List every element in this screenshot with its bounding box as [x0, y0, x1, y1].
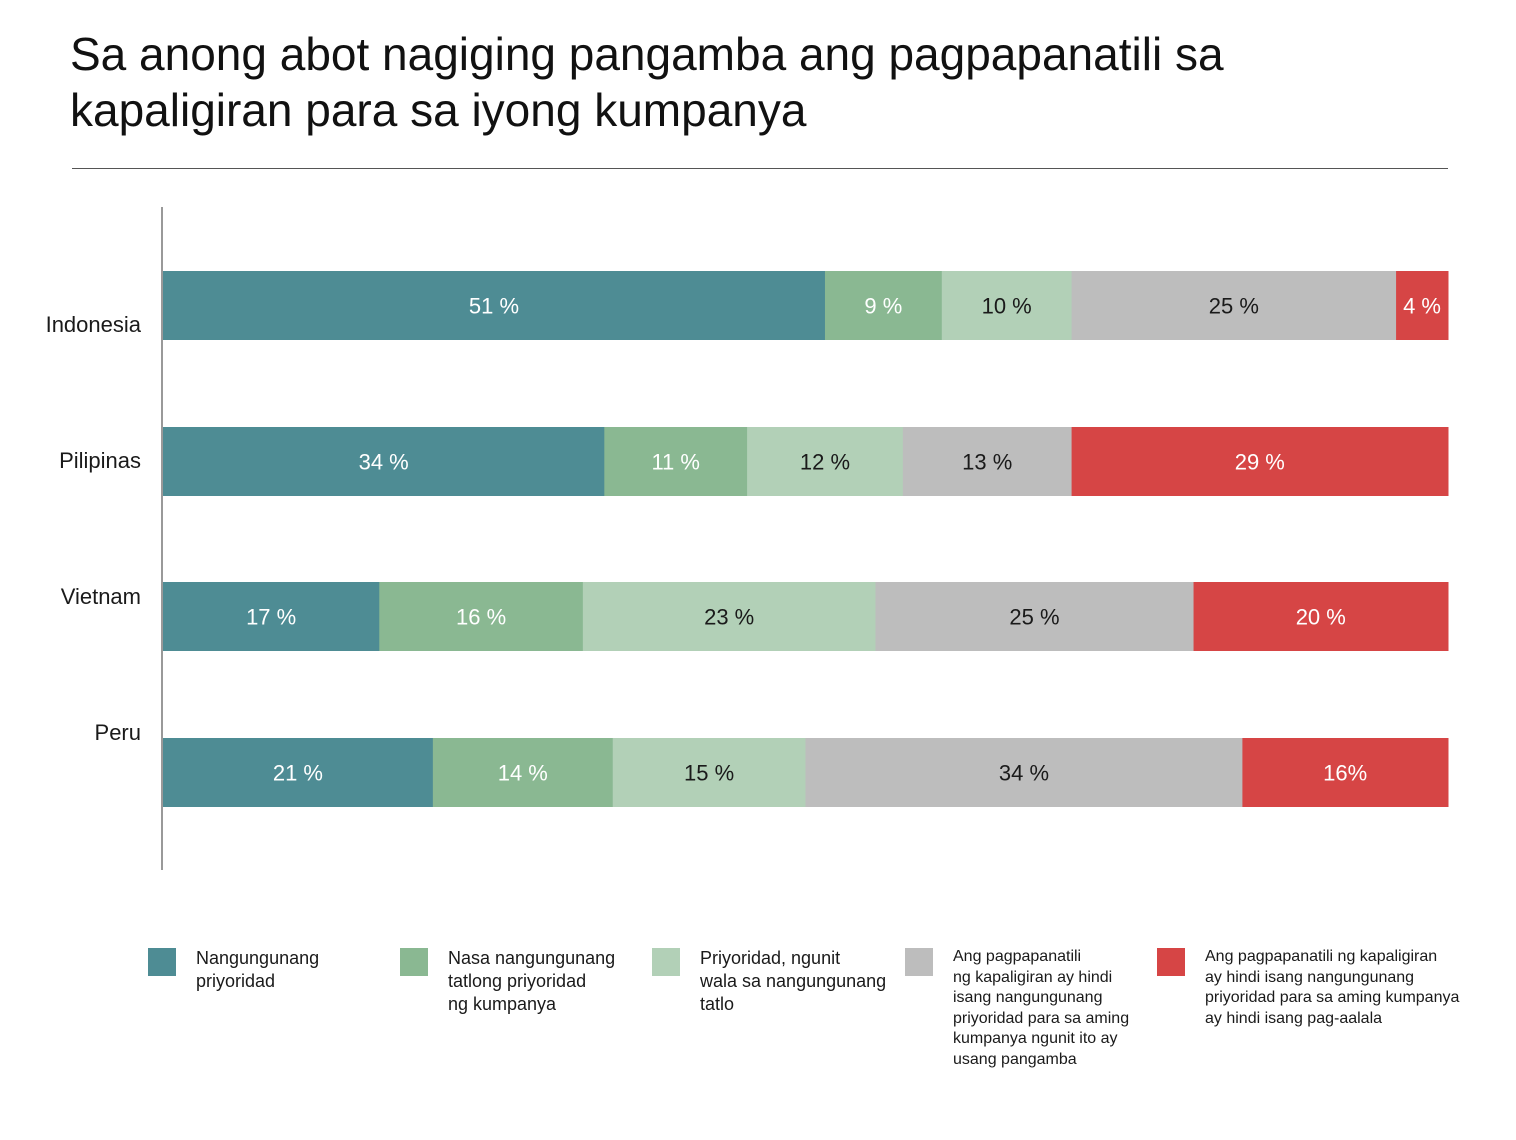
- bar-value-label: 51 %: [469, 294, 519, 319]
- legend-swatch: [148, 948, 176, 976]
- legend-item-priority-not-top-three: Priyoridad, ngunit wala sa nangungunang …: [652, 947, 886, 1016]
- bar-segments: [163, 271, 1449, 807]
- bar-value-label: 25 %: [1009, 605, 1059, 630]
- bar-value-label: 14 %: [498, 761, 548, 786]
- bar-segment: [163, 427, 605, 496]
- legend-label: Nangungunang priyoridad: [196, 948, 320, 991]
- bar-segment: [805, 738, 1243, 807]
- bar-segment: [1071, 427, 1449, 496]
- bar-segment: [582, 582, 876, 651]
- bar-value-label: 12 %: [800, 450, 850, 475]
- category-label: Vietnam: [61, 584, 141, 609]
- bar-value-label: 34 %: [999, 761, 1049, 786]
- bar-segment: [941, 271, 1073, 340]
- legend-item-top-three: Nasa nangungunang tatlong priyoridad ng …: [400, 947, 615, 1016]
- chart-title: Sa anong abot nagiging pangamba ang pagp…: [70, 28, 1224, 136]
- bar-segment: [163, 582, 380, 651]
- bar-segment: [604, 427, 748, 496]
- bar-value-label: 20 %: [1296, 605, 1346, 630]
- bar-segment: [379, 582, 584, 651]
- bar-value-label: 11 %: [651, 450, 700, 475]
- bar-segment: [163, 271, 826, 340]
- bar-segment: [902, 427, 1073, 496]
- category-label: Indonesia: [46, 312, 142, 337]
- bar-segment: [875, 582, 1195, 651]
- category-label: Peru: [95, 720, 141, 745]
- bar-value-label: 4 %: [1403, 294, 1441, 319]
- bar-segment: [747, 427, 904, 496]
- bar-value-label: 23 %: [704, 605, 754, 630]
- legend-label: Nasa nangungunang tatlong priyoridad ng …: [448, 948, 616, 1014]
- legend-swatch: [400, 948, 428, 976]
- bar-segment: [1193, 582, 1449, 651]
- legend-label: Ang pagpapanatili ng kapaligiran ay hind…: [1205, 948, 1460, 1027]
- legend-label: Ang pagpapanatili ng kapaligiran ay hind…: [953, 948, 1130, 1068]
- legend-item-not-concern: Ang pagpapanatili ng kapaligiran ay hind…: [1157, 947, 1459, 1029]
- bar-segment: [612, 738, 806, 807]
- legend-swatch: [905, 948, 933, 976]
- legend-item-top-priority: Nangungunang priyoridad: [148, 947, 319, 993]
- bar-segment: [432, 738, 614, 807]
- bar-value-label: 17 %: [246, 605, 296, 630]
- bar-segment: [1071, 271, 1397, 340]
- bar-segment: [163, 738, 434, 807]
- bar-value-label: 16 %: [456, 605, 506, 630]
- legend-label: Priyoridad, ngunit wala sa nangungunang …: [700, 948, 887, 1014]
- bar-value-labels: 51 % 9 % 10 % 25 % 4 % 34 % 11 % 12 % 13 % 29 % 17…: [246, 294, 1441, 786]
- bar-value-label: 9 %: [864, 294, 902, 319]
- bar-value-label: 21 %: [273, 761, 323, 786]
- category-labels: Indonesia Pilipinas Vietnam Peru: [46, 312, 142, 745]
- bar-value-label: 10 %: [982, 294, 1032, 319]
- title-divider: [72, 168, 1448, 169]
- bar-segment: [1396, 271, 1449, 340]
- bar-segment: [824, 271, 943, 340]
- bar-value-label: 34 %: [359, 450, 409, 475]
- bar-value-label: 29 %: [1235, 450, 1285, 475]
- legend-swatch: [652, 948, 680, 976]
- category-label: Pilipinas: [59, 448, 141, 473]
- stacked-bar-chart: 51 % 9 % 10 % 25 % 4 % 34 % 11 % 12 % 13 % 29 % 17…: [46, 207, 1449, 870]
- bar-value-label: 25 %: [1209, 294, 1259, 319]
- bar-value-label: 16%: [1323, 761, 1367, 786]
- bar-value-label: 15 %: [684, 761, 734, 786]
- bar-segment: [1242, 738, 1449, 807]
- legend-swatch: [1157, 948, 1185, 976]
- bar-value-label: 13 %: [962, 450, 1012, 475]
- legend-item-concern: Ang pagpapanatili ng kapaligiran ay hind…: [905, 947, 1129, 1070]
